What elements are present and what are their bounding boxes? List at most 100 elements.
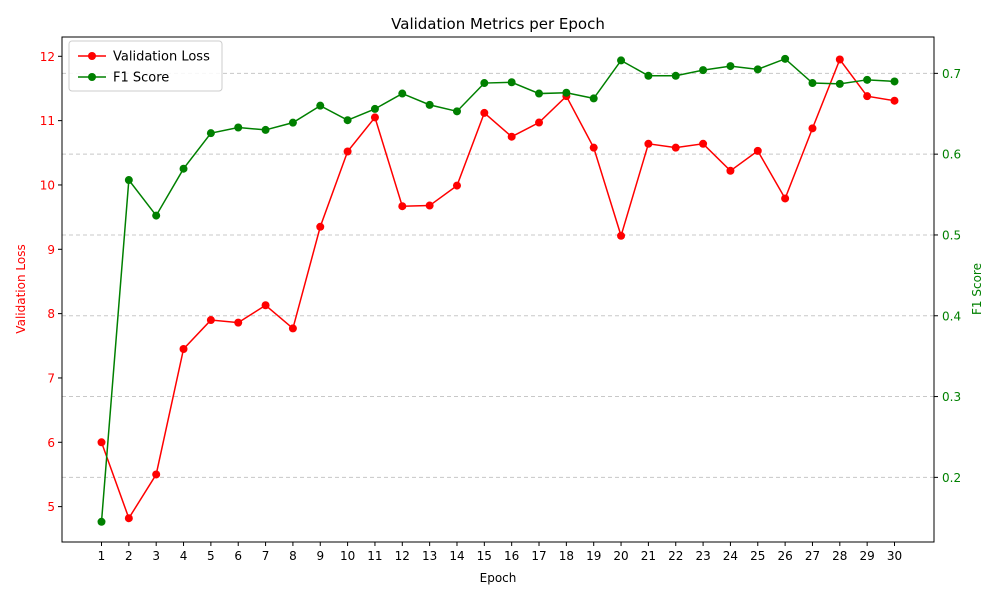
x-tick-label: 15 [477, 549, 492, 563]
data-point-f1 [644, 71, 653, 80]
legend: Validation Loss F1 Score [68, 40, 223, 92]
x-tick-label: 13 [422, 549, 437, 563]
data-point-f1 [370, 104, 379, 113]
x-tick-label: 14 [449, 549, 464, 563]
data-point-f1 [480, 79, 489, 88]
data-point-loss [288, 324, 297, 333]
data-point-f1 [808, 79, 817, 88]
y-right-tick-label: 0.4 [942, 309, 961, 323]
y-left-tick-label: 7 [47, 371, 55, 385]
series-layer [97, 54, 899, 526]
data-point-f1 [97, 517, 106, 526]
data-point-f1 [671, 71, 680, 80]
y-axis-left-label: Validation Loss [14, 244, 28, 333]
data-point-f1 [699, 66, 708, 75]
x-tick-label: 1 [98, 549, 106, 563]
y-left-tick-label: 12 [40, 50, 55, 64]
series-line-f1 [100, 57, 895, 522]
legend-f1-marker [88, 73, 96, 81]
x-tick-label: 6 [234, 549, 242, 563]
data-point-loss [425, 201, 434, 210]
data-point-f1 [617, 56, 626, 65]
x-tick-label: 17 [531, 549, 546, 563]
x-tick-label: 21 [641, 549, 656, 563]
data-point-loss [206, 316, 215, 325]
data-point-loss [671, 143, 680, 152]
x-tick-label: 7 [262, 549, 270, 563]
data-point-f1 [179, 164, 188, 173]
data-point-loss [699, 139, 708, 148]
x-axis: 1 2 3 4 5 6 7 8 9 10 11 12 13 14 15 16 17 18 19 20 21 22 23 24 2… [98, 542, 902, 563]
legend-f1-label: F1 Score [113, 71, 169, 86]
data-point-f1 [863, 75, 872, 84]
chart-title: Validation Metrics per Epoch [391, 15, 605, 33]
data-point-f1 [343, 116, 352, 125]
x-tick-label: 3 [152, 549, 160, 563]
data-point-f1 [206, 129, 215, 138]
data-point-f1 [425, 100, 434, 109]
data-point-f1 [452, 107, 461, 116]
data-point-f1 [589, 94, 598, 103]
data-point-loss [835, 55, 844, 64]
y-right-tick-label: 0.2 [942, 471, 961, 485]
data-point-loss [97, 438, 106, 447]
series-line-loss [100, 57, 895, 520]
data-point-loss [589, 143, 598, 152]
x-tick-label: 19 [586, 549, 601, 563]
x-tick-label: 11 [367, 549, 382, 563]
data-point-loss [370, 113, 379, 122]
data-point-loss [808, 124, 817, 133]
data-point-f1 [781, 54, 790, 63]
data-point-loss [179, 345, 188, 354]
data-point-loss [753, 146, 762, 155]
x-tick-label: 27 [805, 549, 820, 563]
data-point-loss [452, 181, 461, 190]
x-tick-label: 4 [180, 549, 188, 563]
data-point-f1 [152, 211, 161, 220]
y-left-tick-label: 9 [47, 243, 55, 257]
data-point-loss [535, 118, 544, 127]
data-point-loss [617, 231, 626, 240]
x-tick-label: 16 [504, 549, 519, 563]
x-tick-label: 2 [125, 549, 133, 563]
data-point-f1 [753, 65, 762, 74]
data-point-loss [152, 470, 161, 479]
y-left-tick-label: 6 [47, 436, 55, 450]
y-right-tick-label: 0.6 [942, 148, 961, 162]
x-tick-label: 22 [668, 549, 683, 563]
data-point-f1 [535, 89, 544, 98]
data-point-f1 [835, 79, 844, 88]
x-tick-label: 10 [340, 549, 355, 563]
x-tick-label: 12 [395, 549, 410, 563]
x-tick-label: 20 [613, 549, 628, 563]
y-axis-right: 0.2 0.3 0.4 0.5 0.6 0.7 [934, 67, 961, 485]
data-point-loss [316, 222, 325, 231]
data-point-loss [507, 132, 516, 141]
data-point-f1 [507, 78, 516, 87]
y-axis-right-label: F1 Score [970, 263, 984, 315]
x-tick-label: 26 [777, 549, 792, 563]
data-point-loss [480, 108, 489, 117]
x-tick-label: 9 [316, 549, 324, 563]
data-point-loss [343, 147, 352, 156]
y-left-tick-label: 8 [47, 307, 55, 321]
data-point-f1 [234, 123, 243, 132]
data-point-loss [234, 318, 243, 327]
x-tick-label: 28 [832, 549, 847, 563]
data-point-loss [863, 92, 872, 101]
data-point-loss [644, 139, 653, 148]
legend-loss-label: Validation Loss [113, 50, 210, 65]
legend-box [68, 40, 223, 92]
data-point-f1 [726, 62, 735, 71]
x-axis-label: Epoch [480, 571, 517, 585]
data-point-f1 [890, 77, 899, 86]
x-tick-label: 23 [695, 549, 710, 563]
data-point-loss [124, 514, 133, 523]
x-tick-label: 29 [860, 549, 875, 563]
legend-loss-marker [88, 52, 96, 60]
x-tick-label: 25 [750, 549, 765, 563]
x-tick-label: 5 [207, 549, 215, 563]
x-tick-label: 18 [559, 549, 574, 563]
